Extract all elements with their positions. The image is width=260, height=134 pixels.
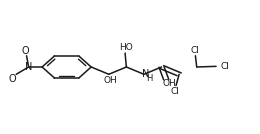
Text: OH: OH bbox=[162, 79, 176, 88]
Text: N: N bbox=[25, 62, 32, 72]
Text: O: O bbox=[21, 46, 29, 56]
Text: H: H bbox=[146, 74, 152, 83]
Text: HO: HO bbox=[119, 43, 133, 52]
Text: OH: OH bbox=[104, 76, 118, 85]
Text: N: N bbox=[142, 69, 150, 79]
Text: O: O bbox=[9, 74, 16, 84]
Text: Cl: Cl bbox=[191, 46, 200, 55]
Text: Cl: Cl bbox=[220, 62, 229, 71]
Text: Cl: Cl bbox=[170, 87, 179, 96]
